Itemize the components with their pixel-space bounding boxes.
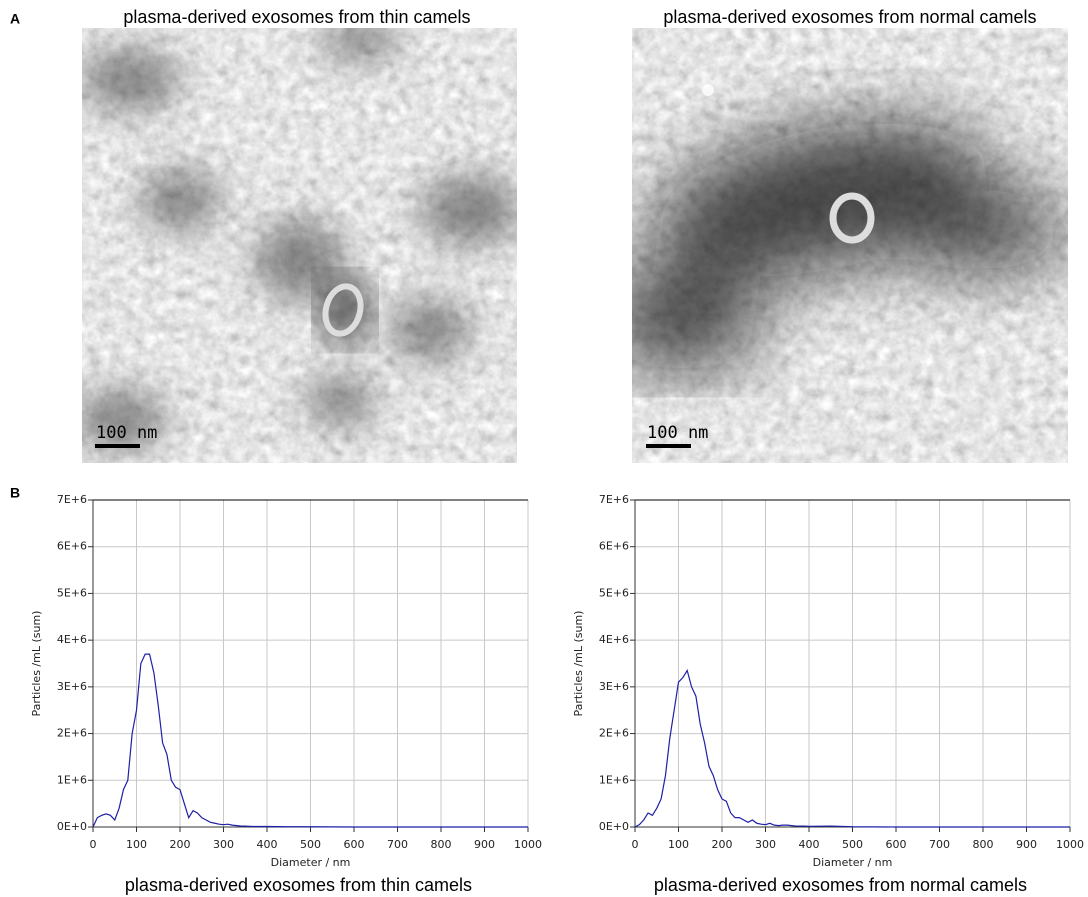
x-tick-label: 300 xyxy=(755,838,776,851)
x-tick-label: 600 xyxy=(344,838,365,851)
y-tick-label: 3E+6 xyxy=(57,680,87,693)
x-tick-label: 400 xyxy=(799,838,820,851)
y-tick-label: 0E+0 xyxy=(57,820,87,833)
y-axis-title: Particles /mL (sum) xyxy=(30,611,43,717)
x-tick-label: 100 xyxy=(668,838,689,851)
y-tick-label: 6E+6 xyxy=(57,540,87,553)
y-tick-label: 3E+6 xyxy=(599,680,629,693)
x-tick-label: 1000 xyxy=(514,838,542,851)
x-tick-label: 900 xyxy=(474,838,495,851)
scale-bar-label: 100 nm xyxy=(96,423,157,443)
x-tick-label: 500 xyxy=(842,838,863,851)
image-title: plasma-derived exosomes from normal came… xyxy=(663,7,1036,27)
x-tick-label: 900 xyxy=(1016,838,1037,851)
x-axis-title: Diameter / nm xyxy=(813,856,893,869)
y-tick-label: 2E+6 xyxy=(599,727,629,740)
y-tick-label: 5E+6 xyxy=(57,586,87,599)
y-tick-label: 7E+6 xyxy=(599,493,629,506)
scale-bar-label: 100 nm xyxy=(647,423,708,443)
y-tick-label: 2E+6 xyxy=(57,727,87,740)
y-axis-title: Particles /mL (sum) xyxy=(572,611,585,717)
x-tick-label: 700 xyxy=(929,838,950,851)
image-title: plasma-derived exosomes from thin camels xyxy=(123,7,470,27)
x-tick-label: 300 xyxy=(213,838,234,851)
panel-label: A xyxy=(10,11,20,27)
panel-label: B xyxy=(10,485,20,501)
data-line xyxy=(92,653,528,828)
chart-title: plasma-derived exosomes from thin camels xyxy=(125,875,472,895)
x-tick-label: 600 xyxy=(886,838,907,851)
x-tick-label: 0 xyxy=(90,838,97,851)
x-tick-label: 400 xyxy=(257,838,278,851)
y-tick-label: 6E+6 xyxy=(599,540,629,553)
x-tick-label: 800 xyxy=(973,838,994,851)
y-tick-label: 1E+6 xyxy=(599,773,629,786)
x-tick-label: 700 xyxy=(387,838,408,851)
y-tick-label: 5E+6 xyxy=(599,586,629,599)
data-line xyxy=(634,669,1070,828)
x-tick-label: 200 xyxy=(170,838,191,851)
y-tick-label: 4E+6 xyxy=(57,633,87,646)
x-tick-label: 0 xyxy=(632,838,639,851)
micrograph xyxy=(82,28,517,463)
y-tick-label: 7E+6 xyxy=(57,493,87,506)
micrograph xyxy=(632,28,1068,463)
x-tick-label: 200 xyxy=(712,838,733,851)
chart-title: plasma-derived exosomes from normal came… xyxy=(654,875,1027,895)
y-tick-label: 4E+6 xyxy=(599,633,629,646)
x-tick-label: 100 xyxy=(126,838,147,851)
y-tick-label: 0E+0 xyxy=(599,820,629,833)
x-tick-label: 800 xyxy=(431,838,452,851)
y-tick-label: 1E+6 xyxy=(57,773,87,786)
x-axis-title: Diameter / nm xyxy=(271,856,351,869)
x-tick-label: 1000 xyxy=(1056,838,1084,851)
x-tick-label: 500 xyxy=(300,838,321,851)
